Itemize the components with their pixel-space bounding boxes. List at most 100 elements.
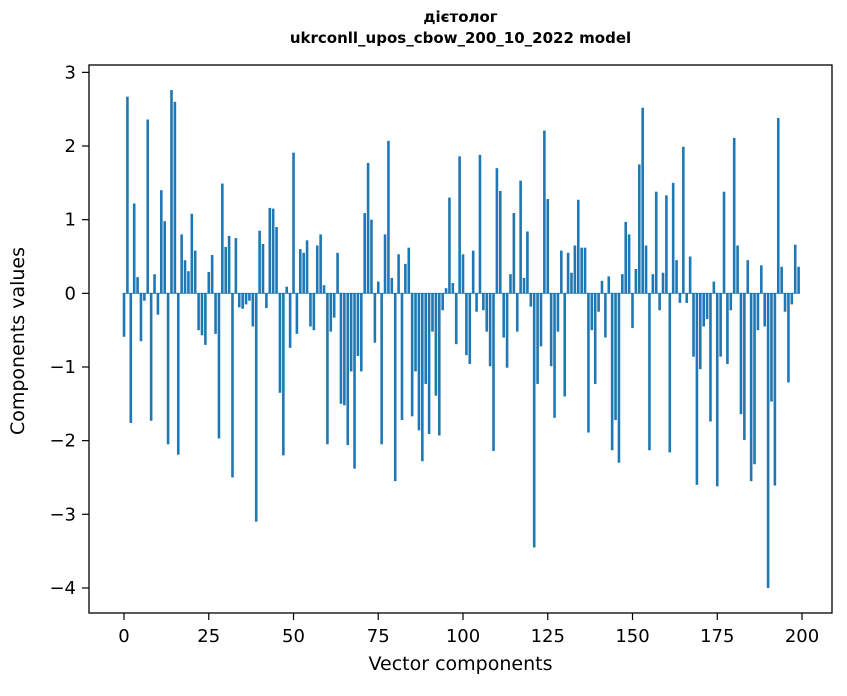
bar [485, 293, 489, 332]
bar [278, 293, 282, 393]
bar [736, 245, 739, 294]
bar [200, 293, 204, 336]
y-tick-label: 0 [65, 283, 76, 304]
bar [149, 293, 153, 421]
x-tick-label: 0 [118, 626, 129, 647]
bar [699, 293, 702, 370]
bar [187, 271, 190, 294]
bar [251, 293, 255, 327]
bar [160, 190, 163, 294]
bar [227, 235, 231, 294]
bar [495, 168, 499, 294]
bar [414, 293, 417, 372]
bar [492, 293, 495, 451]
bar [644, 245, 648, 294]
bar [743, 293, 746, 440]
y-tick-label: 3 [65, 62, 76, 83]
bar [387, 140, 390, 294]
y-tick-label: 2 [65, 136, 76, 157]
bar [641, 107, 644, 294]
bar [749, 293, 753, 482]
bar [288, 293, 292, 348]
bar [482, 293, 485, 311]
bar [780, 266, 783, 294]
bar [678, 293, 682, 303]
bar [556, 293, 560, 332]
bar [532, 293, 536, 548]
bar [587, 293, 590, 433]
bar [465, 293, 468, 356]
bar [444, 288, 448, 294]
bar [275, 227, 278, 294]
y-tick-label: −1 [49, 357, 76, 378]
bar [715, 293, 719, 487]
bar [322, 285, 326, 294]
bar [776, 118, 780, 294]
bar [404, 263, 407, 294]
bar [627, 234, 631, 294]
bar [499, 190, 502, 294]
bar [610, 293, 614, 451]
bar [576, 199, 580, 294]
bar [417, 293, 421, 431]
bar [712, 281, 716, 294]
x-tick-label: 150 [615, 626, 649, 647]
bar [366, 162, 370, 294]
bar [719, 293, 722, 357]
x-tick-label: 25 [197, 626, 220, 647]
bar [217, 293, 221, 439]
bar [617, 293, 621, 463]
bar [529, 293, 533, 307]
bar [437, 293, 441, 436]
chart-title-line1: дієтолог [423, 8, 498, 26]
bar [329, 293, 333, 332]
bar [376, 281, 380, 294]
bar [312, 293, 316, 331]
y-axis-label: Components values [7, 246, 29, 436]
bar [505, 293, 509, 368]
bar [756, 293, 760, 331]
y-tick-label: 1 [65, 210, 76, 231]
bar [292, 152, 295, 294]
x-tick-label: 100 [446, 626, 480, 647]
bar [607, 276, 611, 294]
bar [224, 246, 228, 294]
bar [349, 293, 353, 372]
bar [254, 293, 258, 522]
bar [688, 256, 692, 294]
bar [536, 293, 539, 384]
y-tick-label: −2 [49, 431, 76, 452]
bar [760, 265, 763, 294]
bar [549, 293, 553, 367]
bar [682, 146, 685, 294]
bar [332, 293, 336, 318]
bar [570, 272, 573, 294]
bar [295, 293, 299, 334]
bar [797, 266, 800, 294]
bar [763, 293, 767, 327]
chart-title: дієтолог ukrconll_upos_cbow_200_10_2022 … [89, 7, 832, 49]
bar [146, 119, 150, 294]
bar [370, 219, 373, 294]
bar [427, 293, 431, 435]
bar [478, 154, 482, 294]
bar [360, 293, 363, 372]
x-tick-label: 75 [367, 626, 390, 647]
bar [729, 293, 733, 311]
bar [383, 234, 387, 294]
bar [231, 293, 234, 478]
bar [661, 272, 665, 294]
chart-title-line2: ukrconll_upos_cbow_200_10_2022 model [289, 29, 632, 47]
bar [634, 269, 638, 294]
bar [573, 245, 577, 294]
bar [553, 293, 556, 418]
bar [393, 293, 397, 482]
bar [543, 130, 546, 294]
bar [451, 283, 455, 294]
bar [783, 293, 787, 312]
bar [665, 195, 668, 294]
bar [139, 293, 143, 342]
bar [648, 293, 651, 451]
bar [560, 250, 563, 294]
bar [163, 221, 166, 294]
